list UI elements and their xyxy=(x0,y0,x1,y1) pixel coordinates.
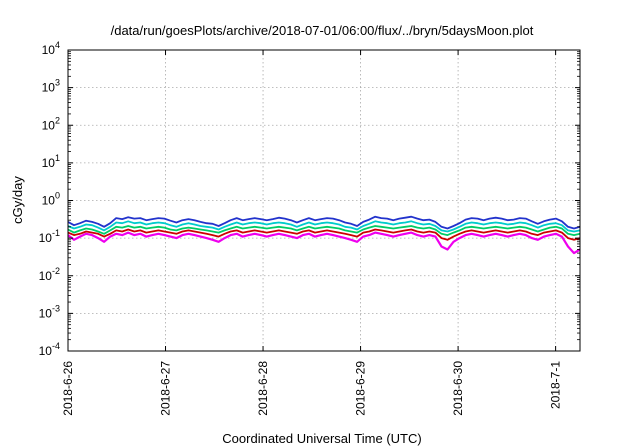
series-layer xyxy=(67,215,581,255)
x-tick-label: 2018-6-26 xyxy=(61,361,75,416)
grid xyxy=(68,50,580,351)
y-tick-label: 103 xyxy=(42,78,60,95)
x-tick-label: 2018-6-30 xyxy=(451,361,465,416)
y-tick-label: 104 xyxy=(42,40,60,57)
series-line-4 xyxy=(67,215,581,230)
y-tick-label: 10-1 xyxy=(39,228,60,245)
y-tick-label: 10-4 xyxy=(39,341,60,358)
series-line-1 xyxy=(67,228,581,241)
series-line-0 xyxy=(67,231,581,255)
x-axis-label: Coordinated Universal Time (UTC) xyxy=(222,431,421,446)
chart-title: /data/run/goesPlots/archive/2018-07-01/0… xyxy=(111,23,534,38)
y-tick-label: 100 xyxy=(42,191,60,208)
x-tick-label: 2018-7-1 xyxy=(549,361,563,409)
x-axis: 2018-6-26 2018-6-27 2018-6-28 2018-6-29 2018… xyxy=(61,50,563,416)
x-tick-label: 2018-6-28 xyxy=(256,361,270,416)
x-tick-label: 2018-6-27 xyxy=(159,361,173,416)
series-line-2 xyxy=(67,225,581,237)
y-tick-label: 101 xyxy=(42,153,60,170)
y-tick-label: 10-3 xyxy=(39,303,60,320)
x-tick-label: 2018-6-29 xyxy=(354,361,368,416)
y-axis-label: cGy/day xyxy=(10,176,25,224)
series-line-3 xyxy=(67,220,581,233)
y-tick-label: 10-2 xyxy=(39,266,60,283)
y-tick-label: 102 xyxy=(42,115,60,132)
